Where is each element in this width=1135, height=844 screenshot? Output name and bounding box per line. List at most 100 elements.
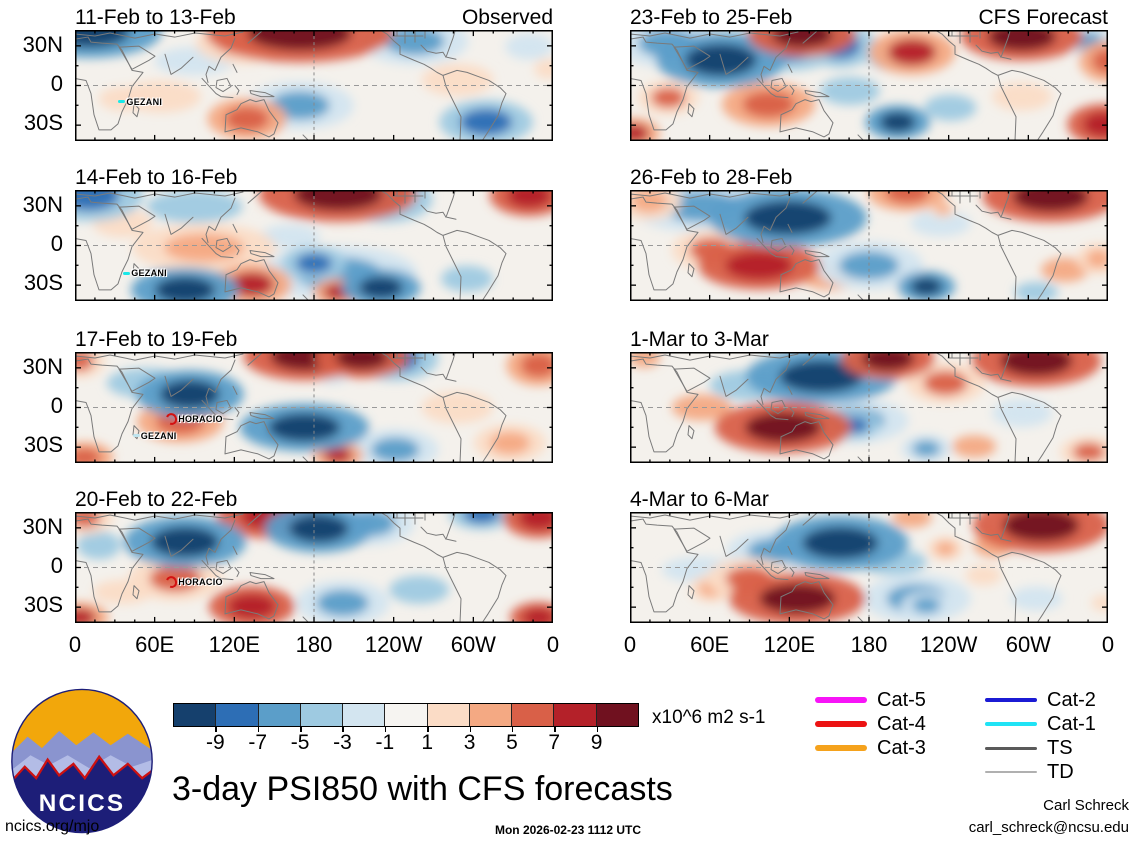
site-url: ncics.org/mjo [5,818,100,835]
legend-label: Cat-5 [877,689,926,711]
colorbar-tick-label: -5 [290,731,310,754]
y-axis-row2: 30N 0 30S [0,190,70,301]
y-axis-label: 0 [50,71,63,96]
credit: Carl Schreck carl_schreck@ncsu.edu [969,795,1129,839]
ncics-logo: NCICS [10,688,154,834]
x-axis-label: 0 [546,632,560,657]
panel-fc-3: 1-Mar to 3-Mar [630,326,1108,463]
y-axis-label: 30N [22,354,63,379]
colorbar-labels: -9 -7 -5 -3 -1 1 3 5 7 9 [173,731,639,757]
legend-item: Cat-5 [815,688,926,712]
legend-line [815,697,867,703]
colorbar-tick [257,727,260,732]
colorbar-tick-label: 1 [421,731,434,754]
y-axis-label: 0 [50,553,63,578]
colorbar-cell [258,704,301,726]
x-axis-right: 0 60E 120E 180 120W 60W 0 [624,632,1114,660]
panel-obs-4: 20-Feb to 22-Feb HORACIO [75,486,553,623]
y-axis-label: 0 [50,393,63,418]
x-axis-label: 120W [364,632,423,657]
storm-track-icon [164,410,180,427]
legend-line [985,698,1037,702]
colorbar: -9 -7 -5 -3 -1 1 3 5 7 9 [173,703,639,763]
y-axis-label: 30N [22,32,63,57]
panel-date-label: 20-Feb to 22-Feb [75,488,238,511]
panel-date-label: 14-Feb to 16-Feb [75,166,238,189]
storm-label: GEZANI [132,431,177,441]
legend-line [985,771,1037,773]
storm-label: HORACIO [164,410,223,427]
y-axis-row3: 30N 0 30S [0,352,70,463]
panel-source-label: Observed [461,6,553,29]
y-axis-label: 30N [22,514,63,539]
panel-obs-3: 17-Feb to 19-Feb HORACIO GEZANI [75,326,553,463]
y-axis-label: 0 [50,231,63,256]
colorbar-tick [384,727,387,732]
panel-obs-1: 11-Feb to 13-Feb Observed GEZANI [75,4,553,141]
colorbar-tick [215,727,217,732]
legend-label: Cat-3 [877,737,926,759]
x-axis-label: 180 [850,632,888,657]
y-axis-label: 30S [23,270,63,295]
panel-date-label: 1-Mar to 3-Mar [630,328,769,351]
figure-title: 3-day PSI850 with CFS forecasts [172,770,673,808]
colorbar-cell [427,704,470,726]
legend-label: Cat-1 [1047,713,1096,735]
x-axis-label: 60E [690,632,730,657]
colorbar-cell [469,704,513,726]
panel-fc-2: 26-Feb to 28-Feb [630,164,1108,301]
colorbar-cell [512,704,555,726]
legend-line [985,722,1037,726]
legend-line [815,721,867,727]
map-obs-1: GEZANI [75,30,553,141]
colorbar-cell [385,704,428,726]
y-axis-row1: 30N 0 30S [0,30,70,141]
map-obs-3: HORACIO GEZANI [75,352,553,463]
panel-source-label: CFS Forecast [978,6,1108,29]
legend-label: Cat-2 [1047,689,1096,711]
colorbar-tick-label: -7 [248,731,268,754]
legend-line [985,746,1037,750]
map-fc-1 [630,30,1108,141]
map-obs-4: HORACIO [75,512,553,623]
storm-track-icon [118,100,126,104]
panel-obs-2: 14-Feb to 16-Feb GEZANI [75,164,553,301]
credit-email: carl_schreck@ncsu.edu [968,819,1129,836]
legend-item: TD [985,760,1096,784]
colorbar-tick-label: -3 [333,731,352,754]
panel-date-label: 11-Feb to 13-Feb [75,6,236,29]
colorbar-cell [554,704,597,726]
y-axis-label: 30N [22,192,63,217]
units-label: x10^6 m2 s-1 [652,707,766,728]
y-axis-row4: 30N 0 30S [0,512,70,623]
colorbar-tick [554,727,556,732]
colorbar-tick-label: 5 [506,731,518,754]
x-axis-label: 60W [1005,632,1051,657]
y-axis-label: 30S [23,432,63,457]
legend-item: Cat-1 [985,712,1096,736]
colorbar-tick-label: -9 [206,731,225,754]
colorbar-tick [469,727,472,732]
timestamp: Mon 2026-02-23 1112 UTC [494,823,642,837]
colorbar-cell [343,704,386,726]
storm-track-icon [123,271,131,275]
map-fc-2 [630,190,1108,301]
panel-fc-4: 4-Mar to 6-Mar [630,486,1108,623]
colorbar-cell [596,704,638,726]
credit-name: Carl Schreck [1043,797,1129,814]
panel-fc-1: 23-Feb to 25-Feb CFS Forecast [630,4,1108,141]
storm-label: GEZANI [118,97,162,107]
legend-item: Cat-2 [985,688,1096,712]
legend-label: TS [1047,737,1073,759]
legend-item: Cat-4 [815,712,926,736]
x-axis-label: 0 [68,632,82,657]
panel-date-label: 4-Mar to 6-Mar [630,488,769,511]
colorbar-tick [511,727,514,732]
x-axis-left: 0 60E 120E 180 120W 60W 0 [69,632,559,660]
colorbar-tick-label: 9 [590,731,603,754]
legend-item: Cat-3 [815,736,926,760]
storm-label: GEZANI [123,268,167,278]
colorbar-tick-label: -1 [375,731,395,754]
x-axis-label: 0 [1101,632,1115,657]
